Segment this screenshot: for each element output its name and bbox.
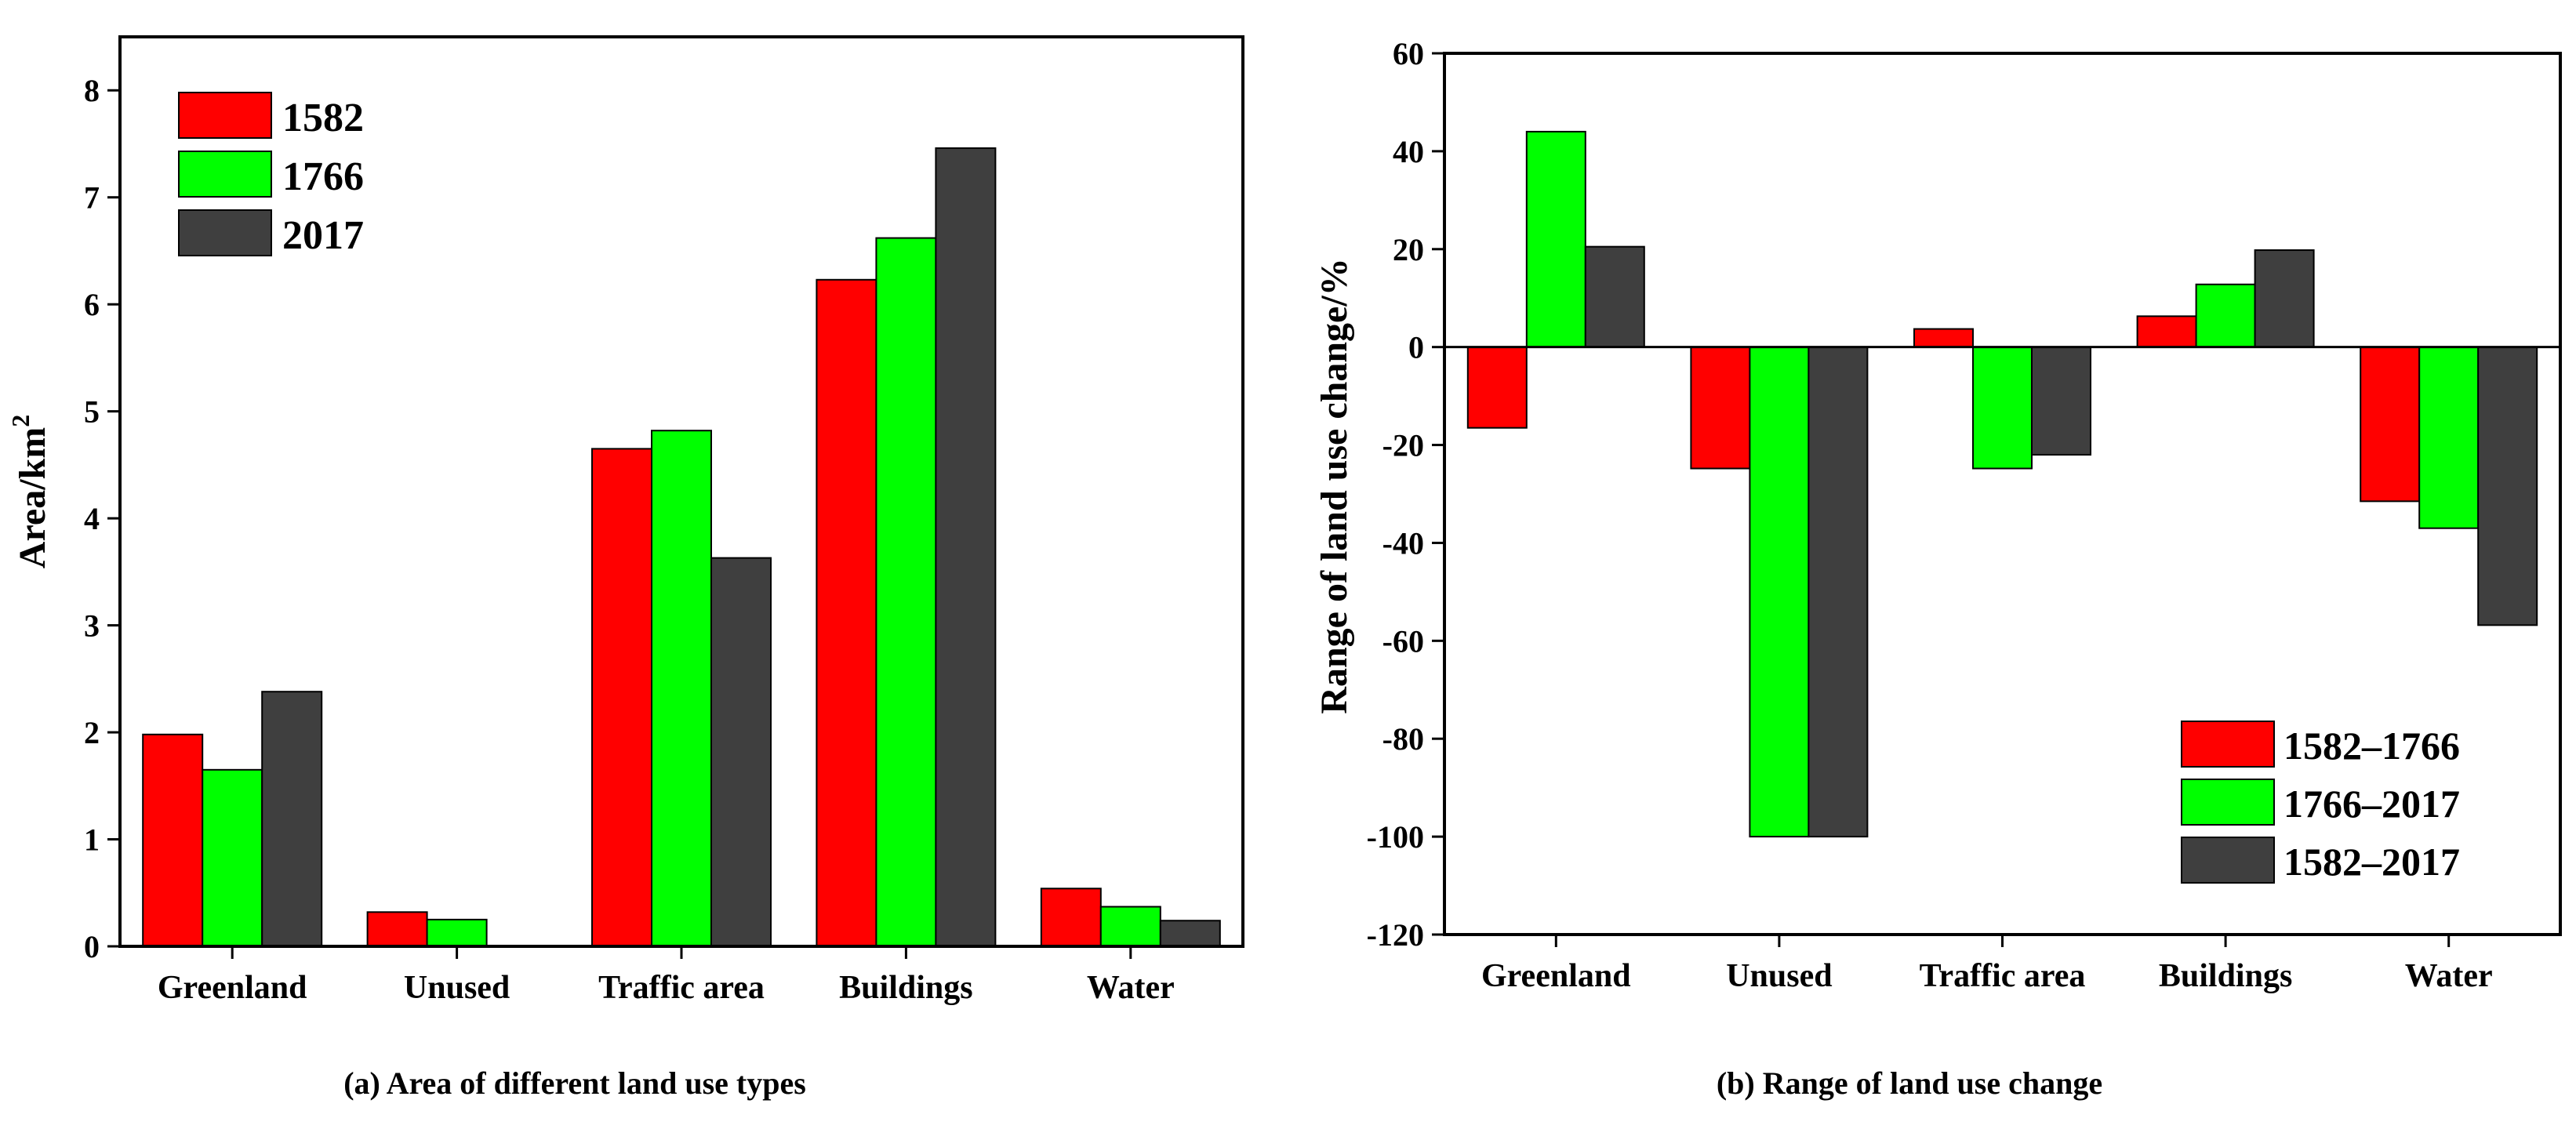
bar-traffic-area-1582-2017 — [2031, 346, 2091, 456]
x-tick-label-water: Water — [1087, 970, 1175, 1006]
y-tick-label: -100 — [1367, 819, 1424, 855]
panel-a-legend: 1582 1766 2017 — [178, 92, 364, 258]
panel-a-y-axis-label: Area/km2 — [6, 415, 53, 568]
legend-b-swatch-1582-1766 — [2181, 721, 2275, 768]
bar-traffic-area-1582-1766 — [1913, 328, 1974, 348]
y-tick-label: 3 — [84, 608, 100, 644]
panel-b-y-axis: -120 -100 -80 -60 -40 -20 0 20 40 60 — [1367, 36, 1444, 953]
x-tick-label-greenland: Greenland — [1481, 958, 1631, 994]
bar-buildings-1766-2017 — [2195, 283, 2256, 348]
bar-greenland-1582 — [142, 733, 204, 947]
bar-unused-1582-1766 — [1690, 346, 1751, 470]
bar-unused-1766 — [426, 918, 488, 947]
y-tick-label: -120 — [1367, 917, 1424, 953]
bar-buildings-1582 — [816, 278, 877, 948]
bar-greenland-1582-1766 — [1466, 346, 1528, 429]
panel-a-y-axis: 0 1 2 3 4 5 6 7 8 — [84, 73, 120, 964]
bar-buildings-2017 — [935, 147, 997, 948]
bar-greenland-1582-2017 — [1584, 245, 1645, 348]
y-tick-label: -60 — [1382, 623, 1424, 659]
bar-greenland-1766-2017 — [1525, 130, 1586, 348]
x-tick-label-buildings: Buildings — [839, 970, 972, 1006]
panel-a-bars — [142, 147, 1221, 948]
bar-water-1766 — [1099, 906, 1161, 947]
bar-water-1582 — [1040, 888, 1102, 948]
legend-a-label-2017: 2017 — [282, 213, 364, 258]
panel-b-bars — [1466, 130, 2538, 838]
panel-a-x-axis: Greenland Unused Traffic area Buildings Wate… — [158, 946, 1175, 1006]
bar-buildings-1582-1766 — [2136, 315, 2197, 348]
legend-b-swatch-1766-2017 — [2181, 779, 2275, 826]
y-tick-label: -40 — [1382, 525, 1424, 561]
bar-traffic-area-2017 — [710, 557, 772, 947]
legend-a-label-1582: 1582 — [282, 96, 364, 140]
bar-greenland-2017 — [261, 691, 323, 947]
y-tick-label: -20 — [1382, 428, 1424, 463]
legend-b-label-1582-2017: 1582–2017 — [2284, 840, 2460, 884]
panel-b-x-axis: Greenland Unused Traffic area Buildings Wate… — [1481, 935, 2493, 994]
x-tick-label-unused: Unused — [404, 970, 510, 1006]
y-tick-label: 0 — [1408, 330, 1424, 365]
legend-a-swatch-1766 — [178, 151, 272, 198]
legend-a-label-1766: 1766 — [282, 154, 364, 199]
bar-traffic-area-1766-2017 — [1972, 346, 2033, 470]
panel-a-caption: (a) Area of different land use types — [343, 1065, 806, 1101]
x-tick-label-water: Water — [2405, 958, 2493, 994]
x-tick-label-buildings: Buildings — [2159, 958, 2292, 994]
panel-b-legend: 1582–1766 1766–2017 1582–2017 — [2181, 721, 2460, 884]
y-tick-label: 6 — [84, 287, 100, 322]
panel-a-y-axis-label-superscript: 2 — [6, 415, 35, 427]
x-tick-label-greenland: Greenland — [158, 970, 307, 1006]
y-tick-label: 2 — [84, 715, 100, 750]
legend-b-label-1766-2017: 1766–2017 — [2284, 782, 2460, 826]
legend-b-swatch-1582-2017 — [2181, 837, 2275, 884]
x-tick-label-traffic-area: Traffic area — [1920, 958, 2086, 994]
y-tick-label: 60 — [1393, 36, 1424, 71]
x-tick-label-traffic-area: Traffic area — [598, 970, 765, 1006]
bar-unused-1766-2017 — [1749, 346, 1810, 838]
bar-water-2017 — [1159, 920, 1221, 948]
y-tick-label: 1 — [84, 822, 100, 858]
bar-greenland-1766 — [202, 768, 263, 948]
panel-a: 0 1 2 3 4 5 6 7 8 Greenland Unused Traffic area Bui… — [6, 35, 1244, 1101]
y-tick-label: 40 — [1393, 134, 1424, 169]
legend-b-label-1582-1766: 1582–1766 — [2284, 724, 2460, 768]
y-tick-label: 20 — [1393, 232, 1424, 267]
y-tick-label: 7 — [84, 180, 100, 216]
bar-traffic-area-1766 — [651, 430, 712, 947]
legend-a-swatch-2017 — [178, 209, 272, 256]
bar-unused-1582 — [366, 911, 428, 948]
y-tick-label: 4 — [84, 501, 100, 536]
panel-b-caption: (b) Range of land use change — [1717, 1065, 2102, 1101]
bar-water-1766-2017 — [2418, 346, 2480, 529]
legend-a-swatch-1582 — [178, 92, 272, 139]
panel-b: -120 -100 -80 -60 -40 -20 0 20 40 60 Greenland Unu… — [1313, 36, 2562, 1101]
bar-water-1582-1766 — [2360, 346, 2421, 503]
bar-buildings-1766 — [875, 237, 937, 947]
y-tick-label: 0 — [84, 929, 100, 964]
bar-buildings-1582-2017 — [2254, 249, 2315, 348]
bar-water-1582-2017 — [2477, 346, 2538, 626]
y-tick-label: 8 — [84, 73, 100, 108]
bar-unused-1582-2017 — [1808, 346, 1869, 838]
x-tick-label-unused: Unused — [1726, 958, 1832, 994]
y-tick-label: -80 — [1382, 721, 1424, 757]
y-tick-label: 5 — [84, 394, 100, 430]
bar-traffic-area-1582 — [591, 448, 652, 947]
panel-b-y-axis-label: Range of land use change/% — [1313, 258, 1355, 713]
